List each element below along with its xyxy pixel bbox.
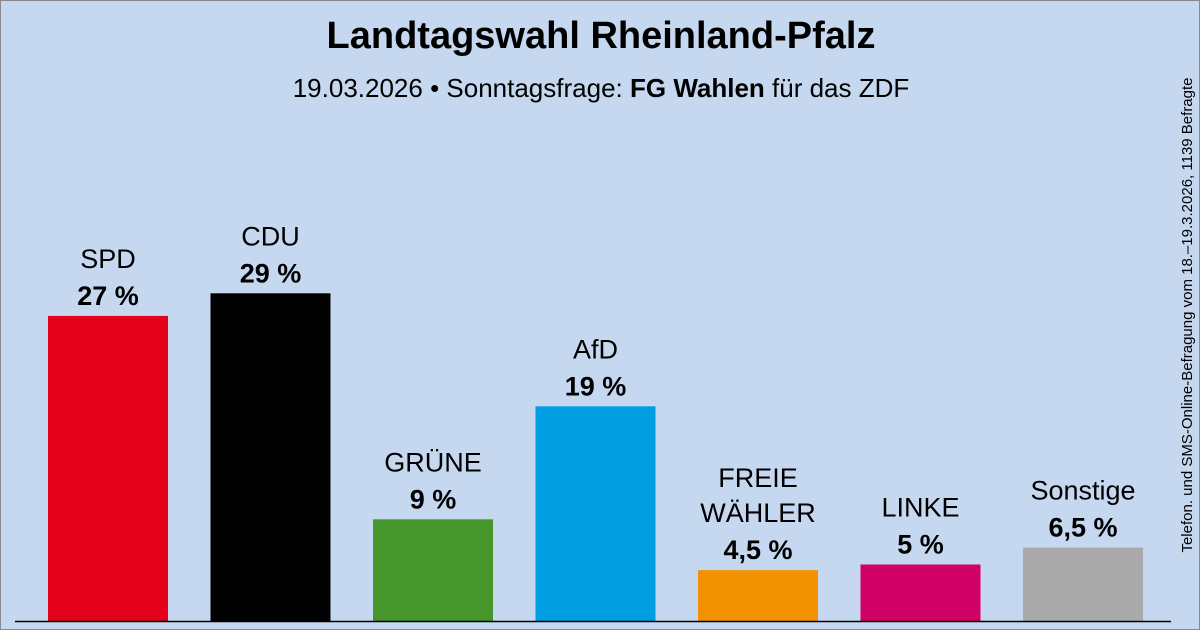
bar-cdu: [210, 293, 331, 621]
party-label-linke: LINKE: [881, 493, 959, 523]
subtitle-date: 19.03.2026 • Sonntagsfrage:: [292, 73, 623, 103]
value-label-linke: 5 %: [897, 530, 944, 560]
survey-method-note: Telefon. und SMS-Online-Befragung vom 18…: [1179, 77, 1196, 553]
bar-spd: [48, 315, 168, 621]
value-label-cdu: 29 %: [240, 258, 302, 288]
party-label-sonstige: Sonstige: [1030, 476, 1135, 506]
value-label-gruene: 9 %: [410, 484, 457, 514]
chart-title: Landtagswahl Rheinland-Pfalz: [326, 15, 876, 57]
value-label-spd: 27 %: [77, 281, 139, 311]
party-label-afd: AfD: [573, 334, 618, 364]
bar-chart: 27 % SPD 29 % CDU 9 % GRÜNE 19 % AfD 4,5 % WÄHLER…: [15, 221, 1171, 623]
bar-gruene: [373, 519, 493, 621]
party-label-freie-waehler-1: FREIE: [718, 463, 798, 493]
bar-sonstige: [1023, 547, 1143, 621]
chart-subtitle: 19.03.2026 • Sonntagsfrage: FG Wahlen fü…: [1, 73, 1199, 104]
subtitle-institute: FG Wahlen: [629, 73, 765, 103]
bar-linke: [860, 564, 981, 621]
party-label-freie-waehler-2: WÄHLER: [700, 498, 816, 528]
bar-freie-waehler: [698, 570, 818, 621]
party-label-cdu: CDU: [241, 221, 300, 251]
bar-afd: [535, 406, 656, 621]
value-label-freie-waehler: 4,5 %: [723, 535, 792, 565]
value-label-afd: 19 %: [565, 371, 627, 401]
value-label-sonstige: 6,5 %: [1048, 513, 1117, 543]
subtitle-client: für das ZDF: [772, 73, 910, 103]
party-label-gruene: GRÜNE: [384, 447, 482, 477]
party-label-spd: SPD: [80, 244, 136, 274]
